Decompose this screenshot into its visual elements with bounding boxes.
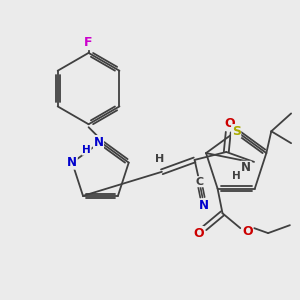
Text: C: C (196, 177, 204, 187)
Text: H: H (155, 154, 164, 164)
Text: O: O (224, 117, 235, 130)
Text: O: O (242, 225, 253, 238)
Text: N: N (67, 156, 77, 169)
Text: H: H (232, 171, 241, 181)
Text: O: O (194, 226, 204, 240)
Text: N: N (199, 199, 208, 212)
Text: S: S (232, 125, 241, 138)
Text: F: F (84, 37, 93, 50)
Text: N: N (94, 136, 103, 148)
Text: N: N (241, 161, 251, 174)
Text: H: H (82, 145, 91, 155)
